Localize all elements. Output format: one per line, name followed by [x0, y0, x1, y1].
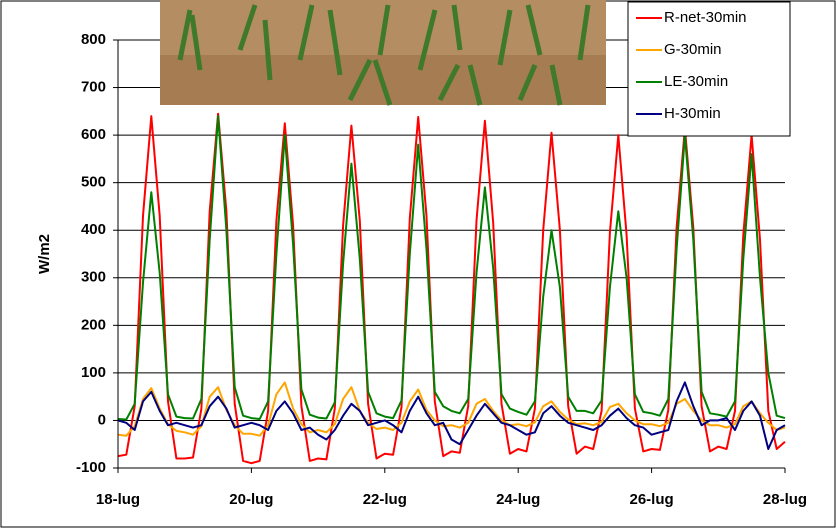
y-axis-label: W/m2 [36, 234, 53, 274]
x-tick-label: 28-lug [763, 491, 807, 508]
legend-label: LE-30min [664, 73, 728, 90]
y-tick-label: 0 [98, 411, 106, 428]
legend-label: G-30min [664, 41, 722, 58]
x-tick-label: 22-lug [363, 491, 407, 508]
x-tick-label: 24-lug [496, 491, 540, 508]
legend: R-net-30min G-30min LE-30min H-30min [627, 1, 791, 137]
photo [160, 0, 606, 106]
legend-label: H-30min [664, 105, 721, 122]
y-tick-label: 500 [81, 174, 106, 191]
x-tick-label: 26-lug [630, 491, 674, 508]
y-tick-label: 800 [81, 31, 106, 48]
y-tick-label: 100 [81, 364, 106, 381]
legend-label: R-net-30min [664, 9, 747, 26]
y-tick-label: 700 [81, 79, 106, 96]
series-line [117, 115, 786, 421]
y-tick-label: 400 [81, 221, 106, 238]
plot-lines [117, 112, 786, 465]
y-tick-label: 300 [81, 269, 106, 286]
y-tick-label: 200 [81, 316, 106, 333]
photo-plants [177, 4, 591, 106]
x-tick-label: 20-lug [229, 491, 273, 508]
axes: -100 0 100 200 300 400 500 600 700 800 18-lug 20-lu… [36, 31, 807, 508]
x-tick-label: 18-lug [96, 491, 140, 508]
y-tick-label: 600 [81, 126, 106, 143]
series-line [117, 381, 786, 450]
y-tick-label: -100 [76, 459, 106, 476]
